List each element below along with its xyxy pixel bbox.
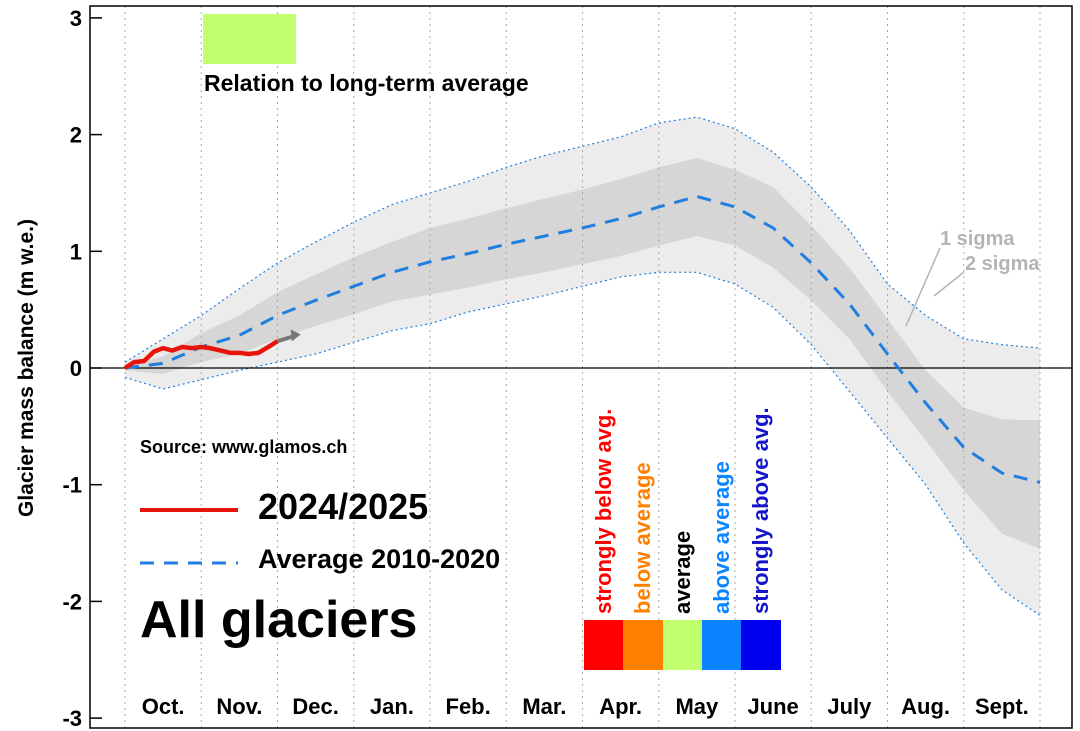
sigma2-upper-boundary: [124, 116, 1041, 363]
legend-current-line: [140, 508, 238, 512]
scale-swatch: [584, 620, 624, 670]
y-tick-label: 0: [70, 356, 82, 381]
sigma1-band: [125, 157, 1040, 549]
current-year-arrowhead: [290, 329, 301, 342]
scale-label: strongly above avg.: [748, 407, 773, 614]
sigma1-pointer: [905, 247, 941, 327]
y-tick-label: 3: [70, 6, 82, 31]
month-label: Oct.: [142, 694, 185, 719]
month-label: May: [675, 694, 719, 719]
month-label: Sept.: [975, 694, 1029, 719]
y-tick-label: 2: [70, 123, 82, 148]
month-label: Mar.: [522, 694, 566, 719]
plot-frame: [89, 5, 1073, 729]
month-label: Nov.: [216, 694, 262, 719]
month-label: Jan.: [370, 694, 414, 719]
y-tick-label: -2: [62, 589, 82, 614]
sigma2-pointer: [933, 271, 965, 297]
scale-swatch: [741, 620, 781, 670]
current-year-extension: [276, 334, 294, 344]
y-tick-label: 1: [70, 239, 82, 264]
y-axis-label: Glacier mass balance (m w.e.): [15, 219, 38, 517]
legend-current-label: 2024/2025: [258, 486, 429, 527]
scale-swatch: [623, 620, 663, 670]
scale-label: above average: [709, 461, 734, 614]
month-label: Dec.: [292, 694, 338, 719]
sigma1-label: 1 sigma: [940, 228, 1015, 250]
source-text: Source: www.glamos.ch: [140, 437, 348, 457]
scale-label: strongly below avg.: [591, 408, 616, 614]
month-label: June: [747, 694, 798, 719]
scale-label: below average: [630, 462, 655, 614]
legend-average-line: [140, 561, 238, 565]
sigma2-label: 2 sigma: [965, 253, 1040, 275]
scale-swatch: [663, 620, 703, 670]
chart-title: All glaciers: [140, 591, 418, 649]
relation-color-box: [203, 14, 296, 64]
month-label: Aug.: [901, 694, 950, 719]
y-tick-label: -1: [62, 473, 82, 498]
month-label: Feb.: [446, 694, 491, 719]
y-tick-label: -3: [62, 706, 82, 731]
month-label: July: [827, 694, 872, 719]
scale-swatch: [702, 620, 742, 670]
scale-label: average: [670, 530, 695, 614]
month-label: Apr.: [599, 694, 642, 719]
average-line: [124, 194, 1041, 484]
legend-average-label: Average 2010-2020: [258, 544, 501, 574]
current-year-line: [123, 339, 279, 370]
relation-label: Relation to long-term average: [204, 70, 529, 96]
